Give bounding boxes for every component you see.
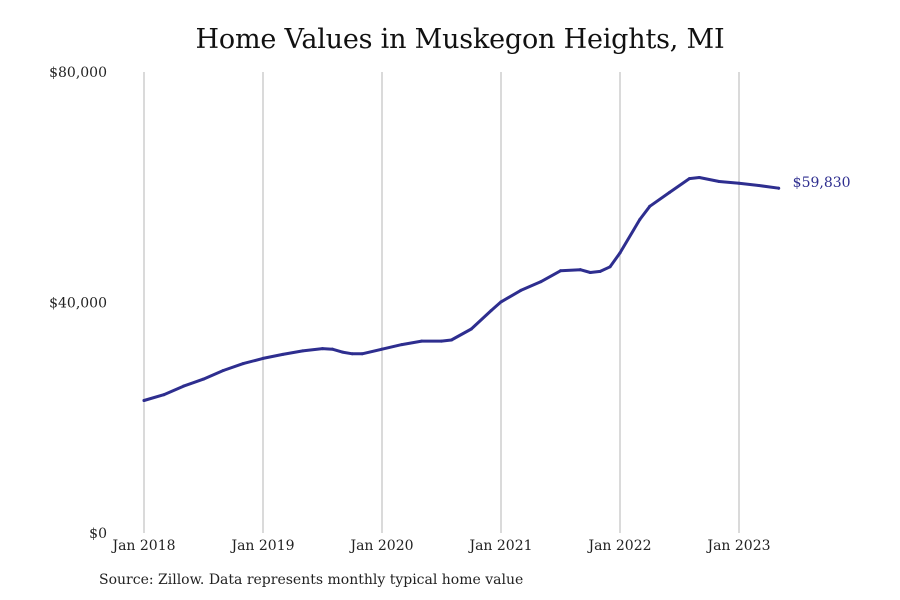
data-point <box>142 398 146 402</box>
data-point <box>559 269 562 273</box>
chart-title: Home Values in Muskegon Heights, MI <box>195 24 725 55</box>
data-point <box>420 339 424 343</box>
data-point <box>687 177 691 181</box>
data-point <box>578 268 582 272</box>
data-point <box>717 179 721 183</box>
data-point <box>737 181 741 185</box>
data-point <box>638 218 642 222</box>
data-point <box>241 362 245 366</box>
x-tick-label: Jan 2023 <box>705 538 770 554</box>
data-point <box>221 368 225 372</box>
data-point <box>598 269 602 273</box>
data-point <box>648 204 652 208</box>
data-point <box>608 265 612 269</box>
x-gridlines <box>143 72 740 533</box>
data-point <box>261 356 265 360</box>
y-tick-label: $80,000 <box>49 65 107 81</box>
data-point <box>350 352 354 356</box>
data-point <box>162 393 166 397</box>
y-axis-tick-labels: $0 $40,000 $80,000 <box>49 65 107 542</box>
data-point <box>281 352 285 356</box>
y-tick-label: $40,000 <box>49 296 107 312</box>
data-point <box>757 184 761 188</box>
data-point <box>380 347 384 351</box>
data-point <box>321 347 324 351</box>
data-point <box>182 384 186 388</box>
x-tick-label: Jan 2021 <box>467 538 532 554</box>
data-point <box>697 175 701 179</box>
series-lines <box>142 176 781 402</box>
x-tick-label: Jan 2022 <box>586 538 651 554</box>
series-line <box>142 176 781 402</box>
end-labels: $59,830 <box>793 175 851 191</box>
x-axis-tick-labels: Jan 2018 Jan 2019 Jan 2020 Jan 2021 Jan 2022… <box>110 538 770 554</box>
data-point <box>499 300 503 304</box>
y-tick-label: $0 <box>89 526 107 542</box>
data-point <box>519 288 523 292</box>
data-point <box>618 251 622 255</box>
series-points <box>142 175 781 402</box>
data-point <box>588 271 592 275</box>
data-point <box>301 349 305 353</box>
source-note: Source: Zillow. Data represents monthly … <box>99 572 524 588</box>
data-point <box>539 280 543 284</box>
data-point <box>340 350 344 354</box>
end-value-label: $59,830 <box>793 175 851 191</box>
data-point <box>449 338 453 342</box>
data-point <box>489 309 493 313</box>
x-tick-label: Jan 2020 <box>348 538 413 554</box>
data-point <box>360 352 364 356</box>
data-point <box>400 343 404 347</box>
data-point <box>469 327 473 331</box>
x-tick-label: Jan 2019 <box>229 538 294 554</box>
data-point <box>330 347 334 351</box>
data-point <box>777 186 781 190</box>
data-point <box>668 190 672 194</box>
data-point <box>202 377 205 381</box>
data-point <box>440 339 443 343</box>
x-tick-label: Jan 2018 <box>110 538 175 554</box>
